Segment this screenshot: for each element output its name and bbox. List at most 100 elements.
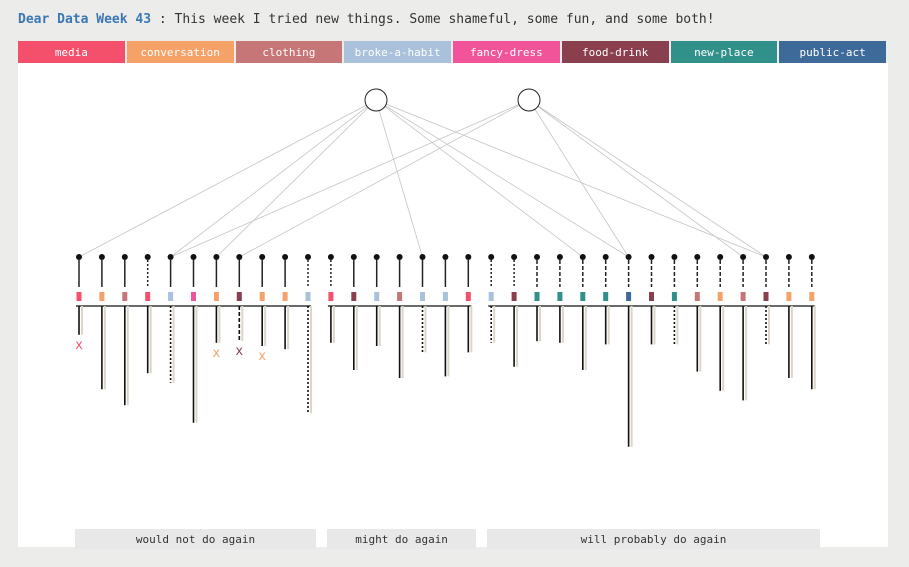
title-highlight: Dear Data Week 43 [18, 12, 152, 27]
event-dot [259, 254, 266, 260]
connector-line [239, 99, 530, 258]
category-square [740, 292, 746, 301]
hub-circle-1 [364, 88, 388, 112]
event-dot [740, 254, 747, 260]
event-dot [602, 254, 609, 260]
category-square [168, 292, 174, 301]
event-dot [785, 254, 792, 260]
event-dot [167, 254, 174, 260]
event-dot [808, 254, 815, 260]
event-dot [98, 254, 105, 260]
category-square [145, 292, 151, 301]
category-square [465, 292, 471, 301]
group-label-will-probably: will probably do again [487, 529, 820, 549]
category-square [671, 292, 677, 301]
legend-media: media [18, 41, 125, 63]
connector-line [78, 99, 377, 258]
event-dot [579, 254, 586, 260]
category-square [511, 292, 517, 301]
category-square [351, 292, 357, 301]
event-dot [76, 254, 82, 260]
title-rest: : This week I tried new things. Some sha… [151, 12, 715, 27]
group-label-would-not: would not do again [75, 529, 316, 549]
connector-line [170, 99, 530, 258]
category-square [99, 292, 105, 301]
legend-food-drink: food-drink [561, 41, 669, 63]
event-dot [763, 254, 769, 260]
event-dot [625, 254, 632, 260]
event-dot [671, 254, 678, 260]
category-square [420, 292, 425, 301]
legend-public-act: public-act [779, 41, 886, 63]
x-mark: x [258, 349, 266, 364]
event-dot [213, 254, 220, 260]
event-dot [694, 254, 701, 260]
x-mark: x [212, 346, 220, 361]
connector-line [528, 99, 767, 258]
event-dot [465, 254, 472, 260]
category-square [488, 292, 494, 301]
legend-fancy-dress: fancy-dress [453, 41, 560, 63]
connector-line [375, 99, 629, 258]
category-square [717, 292, 723, 301]
category-square [557, 292, 563, 301]
connector-line [375, 99, 584, 258]
category-square [374, 292, 380, 301]
category-square [236, 292, 242, 301]
group-label-might: might do again [326, 529, 477, 549]
event-dot [282, 254, 289, 260]
category-square [626, 292, 632, 301]
event-dot [396, 254, 403, 260]
category-square [649, 292, 654, 301]
event-dot [144, 254, 151, 260]
legend-clothing: clothing [235, 41, 343, 63]
category-square [786, 292, 792, 301]
connector-line [375, 99, 423, 258]
category-legend: media conversation clothing broke-a-habi… [18, 41, 886, 63]
event-dot [121, 254, 128, 260]
hub-circle-2 [517, 88, 541, 112]
category-square [191, 292, 196, 301]
category-square [397, 292, 403, 301]
event-dot [350, 254, 357, 260]
connector-line [528, 99, 744, 258]
event-dot [373, 254, 380, 260]
category-square [763, 292, 769, 301]
event-dot [190, 254, 197, 260]
event-dot [305, 254, 311, 260]
event-dot [419, 254, 426, 260]
category-square [259, 292, 265, 301]
category-square [580, 292, 586, 301]
category-square [694, 292, 700, 301]
event-dot [327, 254, 334, 260]
page-title: Dear Data Week 43 : This week I tried ne… [18, 12, 715, 27]
connector-line [170, 99, 377, 258]
event-dot [534, 254, 540, 260]
category-square [809, 292, 815, 301]
event-dot [488, 254, 495, 260]
dear-data-diagram: xx x x [75, 88, 816, 447]
category-square [328, 292, 334, 301]
event-dot [556, 254, 563, 260]
event-dot [511, 254, 518, 260]
connector-line [528, 99, 629, 258]
event-dot [717, 254, 724, 260]
category-square [305, 292, 311, 301]
legend-new-place: new-place [670, 41, 778, 63]
x-mark: x [235, 344, 243, 359]
event-dot [236, 254, 243, 260]
event-dot [442, 254, 449, 260]
connector-line [216, 99, 377, 258]
x-mark: x [75, 338, 83, 353]
category-square [534, 292, 540, 301]
category-square [122, 292, 128, 301]
category-square [442, 292, 448, 301]
connector-line [375, 99, 767, 258]
category-square [213, 292, 219, 301]
category-square [603, 292, 609, 301]
category-square [76, 292, 82, 301]
category-square [282, 292, 288, 301]
legend-conversation: conversation [126, 41, 234, 63]
event-dot [648, 254, 655, 260]
